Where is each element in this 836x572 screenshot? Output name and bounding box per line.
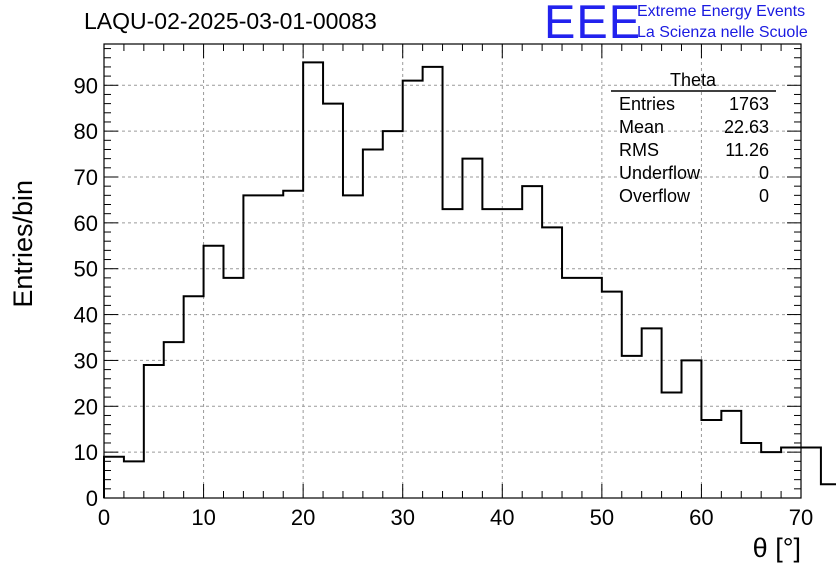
histogram-bin — [462, 159, 482, 498]
histogram-bin — [323, 104, 343, 498]
y-tick-label: 60 — [74, 211, 98, 236]
logo-line-1: Extreme Energy Events — [637, 3, 806, 20]
histogram-bin — [781, 448, 801, 498]
histogram-bin — [502, 209, 522, 498]
axis-ticks — [103, 44, 802, 499]
x-tick-label: 30 — [390, 505, 414, 530]
histogram-bin — [104, 457, 124, 498]
histogram-bin — [124, 461, 144, 498]
histogram-bin — [522, 186, 542, 498]
y-tick-label: 90 — [74, 73, 98, 98]
x-axis-title: θ [°] — [753, 533, 801, 563]
stats-row-label: Entries — [619, 94, 675, 114]
histogram-bars — [103, 61, 836, 498]
histogram-bin — [582, 278, 602, 498]
y-tick-label: 10 — [74, 440, 98, 465]
histogram-bin — [263, 195, 283, 498]
y-tick-label: 80 — [74, 119, 98, 144]
histogram-bin — [184, 296, 204, 498]
x-tick-label: 0 — [98, 505, 110, 530]
stats-row-label: RMS — [619, 140, 659, 160]
histogram-bin — [144, 365, 164, 498]
histogram-bin — [443, 209, 463, 498]
histogram-bin — [482, 209, 502, 498]
x-tick-label: 70 — [789, 505, 813, 530]
plot-frame — [103, 43, 802, 499]
histogram-bin — [821, 484, 836, 498]
x-tick-label: 60 — [689, 505, 713, 530]
histogram-bin — [363, 149, 383, 498]
histogram-bin — [761, 452, 781, 498]
histogram-bin — [423, 67, 443, 498]
histogram-bin — [542, 227, 562, 498]
histogram-bin — [343, 195, 363, 498]
stats-box: Theta Entries 1763 Mean 22.63 RMS 11.26 Underf… — [611, 70, 776, 206]
histogram-bin — [721, 411, 741, 498]
stats-box-name: Theta — [670, 70, 717, 90]
stats-row-label: Mean — [619, 117, 664, 137]
histogram-bin — [622, 356, 642, 498]
y-axis-title: Entries/bin — [8, 180, 38, 308]
histogram-bin — [383, 131, 403, 498]
stats-row-label: Overflow — [619, 186, 691, 206]
histogram-bin — [801, 448, 821, 498]
y-tick-label: 50 — [74, 257, 98, 282]
stats-row-value: 0 — [759, 163, 769, 183]
histogram-outline — [103, 61, 836, 498]
histogram-bin — [204, 246, 224, 498]
histogram-bin — [283, 191, 303, 498]
plot-title: LAQU-02-2025-03-01-00083 — [84, 8, 377, 34]
x-tick-label: 10 — [191, 505, 215, 530]
histogram-bin — [642, 328, 662, 498]
histogram-bin — [701, 420, 721, 498]
histogram-bin — [403, 81, 423, 498]
y-tick-label: 30 — [74, 348, 98, 373]
logo-mark: EEE — [544, 0, 642, 48]
histogram-bin — [243, 195, 263, 498]
logo-line-2: La Scienza nelle Scuole — [637, 24, 808, 41]
stats-row-value: 11.26 — [725, 140, 769, 160]
plot-frame-rect — [103, 43, 802, 499]
y-tick-labels: 0 10 20 30 40 50 60 70 80 90 — [74, 73, 98, 511]
stats-row-label: Underflow — [619, 163, 701, 183]
stats-row-value: 0 — [759, 186, 769, 206]
histogram-bin — [741, 443, 761, 498]
x-tick-label: 20 — [291, 505, 315, 530]
y-tick-label: 70 — [74, 165, 98, 190]
y-tick-label: 0 — [86, 486, 98, 511]
stats-row-value: 22.63 — [724, 117, 769, 137]
grid — [104, 44, 801, 498]
histogram-bin — [562, 278, 582, 498]
x-tick-labels: 0 10 20 30 40 50 60 70 — [98, 505, 813, 530]
histogram-bin — [164, 342, 184, 498]
histogram-bin — [602, 292, 622, 498]
y-tick-label: 20 — [74, 394, 98, 419]
histogram-bin — [303, 62, 323, 498]
histogram-bin — [223, 278, 243, 498]
stats-row-value: 1763 — [729, 94, 769, 114]
x-tick-label: 50 — [590, 505, 614, 530]
x-tick-label: 40 — [490, 505, 514, 530]
histogram-bin — [662, 393, 682, 498]
histogram-bin — [682, 360, 702, 498]
y-tick-label: 40 — [74, 303, 98, 328]
